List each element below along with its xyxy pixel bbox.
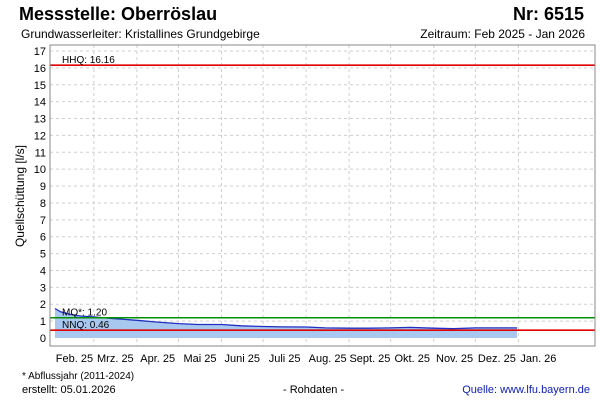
y-tick-label: 1 <box>40 316 46 328</box>
x-tick-label: Aug. 25 <box>309 353 347 365</box>
y-tick-label: 13 <box>34 114 46 126</box>
y-tick-label: 0 <box>40 333 46 345</box>
reference-label: NNQ: 0.46 <box>62 320 110 331</box>
x-tick-label: Juli 25 <box>269 353 301 365</box>
data-area-layer <box>54 307 517 338</box>
x-tick-label: Nov. 25 <box>436 353 473 365</box>
y-tick-label: 14 <box>34 97 46 109</box>
y-tick-label: 15 <box>34 80 46 92</box>
x-tick-label: Mai 25 <box>183 353 216 365</box>
created-date: erstellt: 05.01.2026 <box>22 384 116 396</box>
aquifer-subtitle: Grundwasserleiter: Kristallines Grundgeb… <box>21 27 260 41</box>
reference-label: MQ*: 1.20 <box>62 308 107 319</box>
x-tick-label: Juni 25 <box>225 353 260 365</box>
y-tick-label: 16 <box>34 63 46 75</box>
reference-label: HHQ: 16.16 <box>62 55 115 66</box>
discharge-area <box>55 308 517 338</box>
y-tick-label: 6 <box>40 232 46 244</box>
x-tick-label: Mrz. 25 <box>97 353 134 365</box>
y-axis-label: Quellschüttung [l/s] <box>13 145 27 247</box>
y-tick-label: 17 <box>34 46 46 58</box>
source-link[interactable]: Quelle: www.lfu.bayern.de <box>462 384 590 396</box>
y-tick-label: 8 <box>40 198 46 210</box>
y-tick-label: 11 <box>35 147 46 159</box>
y-tick-label: 12 <box>34 130 46 142</box>
plot-frame <box>49 44 596 347</box>
y-tick-label: 5 <box>40 249 46 261</box>
chart-grid <box>50 45 595 346</box>
y-tick-label: 4 <box>40 265 46 277</box>
y-tick-label: 10 <box>34 164 46 176</box>
x-tick-label: Jan. 26 <box>520 353 556 365</box>
x-axis-ticks: Feb. 25 Mrz. 25 Apr. 25 Mai 25 Juni 25 Juli 2… <box>56 353 557 365</box>
page-title: Messstelle: Oberröslau <box>19 4 218 24</box>
y-tick-label: 2 <box>40 299 46 311</box>
y-tick-label: 9 <box>40 181 46 193</box>
x-tick-label: Sept. 25 <box>349 353 390 365</box>
period-label: Zeitraum: Feb 2025 - Jan 2026 <box>420 27 585 41</box>
x-tick-label: Apr. 25 <box>140 353 175 365</box>
footnote: * Abflussjahr (2011-2024) <box>22 371 135 382</box>
discharge-line <box>54 307 517 330</box>
station-number: Nr: 6515 <box>512 4 584 24</box>
y-tick-label: 7 <box>40 215 46 227</box>
x-tick-label: Feb. 25 <box>56 353 93 365</box>
x-tick-label: Dez. 25 <box>478 353 516 365</box>
x-tick-label: Okt. 25 <box>395 353 430 365</box>
raw-data-note: - Rohdaten - <box>283 384 345 396</box>
y-tick-label: 3 <box>40 282 46 294</box>
